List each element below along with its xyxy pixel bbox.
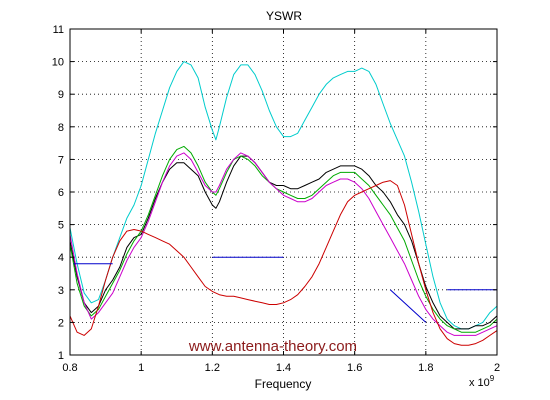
y-tick-label-1: 2 — [58, 317, 64, 329]
x-multiplier-exponent: 9 — [490, 374, 495, 383]
x-tick-label-1: 1 — [138, 362, 144, 374]
series-layer — [69, 61, 498, 346]
x-tick-label-6: 2 — [494, 362, 500, 374]
y-tick-label-3: 4 — [58, 252, 64, 264]
y-tick-label-6: 7 — [58, 154, 64, 166]
series-line-2 — [69, 145, 498, 333]
series-line-4 — [69, 180, 498, 346]
x-tick-label-0: 0.8 — [62, 362, 77, 374]
watermark-annotation: www.antenna-theory.com — [188, 338, 357, 355]
y-tick-label-7: 8 — [58, 122, 64, 134]
x-multiplier-base: x 10 — [469, 377, 490, 389]
y-tick-label-0: 1 — [58, 350, 64, 362]
y-tick-label-8: 9 — [58, 89, 64, 101]
series-line-3 — [69, 152, 498, 336]
y-tick-label-5: 6 — [58, 187, 64, 199]
y-tick-label-2: 3 — [58, 285, 64, 297]
x-axis-label: Frequency — [255, 377, 312, 391]
chart-title: YSWR — [266, 9, 302, 23]
target-segment-2 — [389, 289, 427, 323]
x-tick-label-2: 1.2 — [205, 362, 220, 374]
x-tick-label-4: 1.6 — [347, 362, 362, 374]
y-tick-label-10: 11 — [53, 24, 64, 36]
y-tick-label-4: 5 — [58, 220, 64, 232]
x-tick-label-5: 1.8 — [418, 362, 433, 374]
x-axis-multiplier: x 109 — [469, 374, 495, 389]
y-tick-label-9: 10 — [52, 57, 64, 69]
series-line-0 — [69, 61, 498, 330]
x-tick-label-3: 1.4 — [276, 362, 291, 374]
